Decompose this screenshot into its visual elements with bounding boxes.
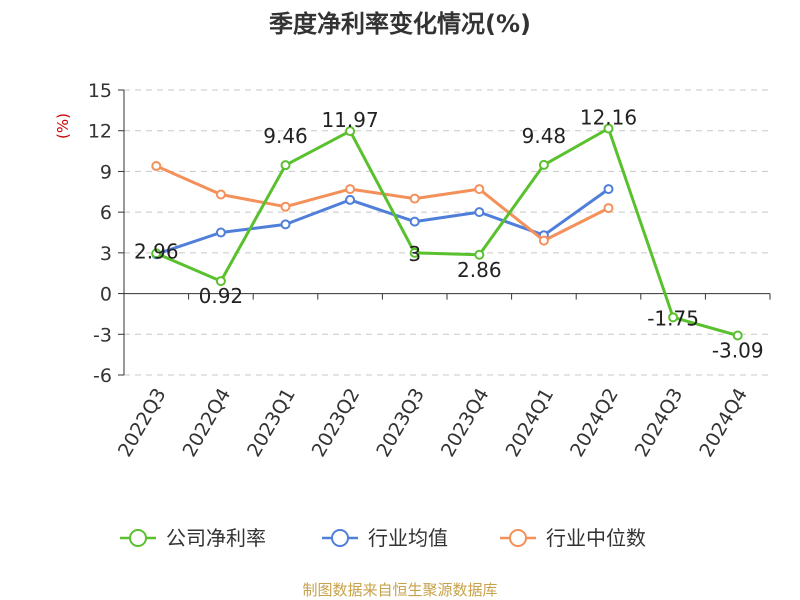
data-point: [345, 184, 356, 195]
data-point: [538, 235, 549, 246]
axes: [118, 89, 771, 376]
data-label: 0.92: [199, 284, 244, 308]
chart-title: 季度净利率变化情况(%): [269, 10, 531, 38]
data-point: [215, 189, 226, 200]
data-point: [603, 203, 614, 214]
y-tick-label: 3: [100, 243, 112, 265]
x-tick-label: 2024Q4: [695, 385, 752, 461]
x-tick-label: 2023Q2: [308, 385, 365, 461]
data-point: [151, 248, 162, 259]
y-tick-label: 12: [88, 121, 112, 143]
x-tick-label: 2023Q4: [437, 385, 494, 461]
legend[interactable]: 公司净利率 行业均值 行业中位数: [120, 526, 646, 550]
data-label: 2.86: [457, 258, 502, 282]
y-axis-label: (%): [54, 113, 72, 139]
series-line: [155, 127, 739, 337]
x-tick-label: 2024Q2: [566, 385, 623, 461]
data-point: [151, 161, 162, 171]
series-lines: [151, 123, 743, 341]
y-tick-label: -6: [93, 365, 112, 387]
data-point: [409, 216, 420, 227]
data-point: [280, 160, 291, 171]
legend-item-2[interactable]: 行业中位数: [500, 526, 646, 550]
x-tick-label: 2024Q3: [631, 385, 688, 461]
y-tick-label: 9: [100, 161, 112, 183]
x-tick-label: 2024Q1: [501, 385, 558, 461]
source-note: 制图数据来自恒生聚源数据库: [302, 581, 497, 599]
data-point: [474, 207, 485, 218]
data-label: 9.48: [522, 124, 567, 148]
x-tick-label: 2023Q3: [372, 385, 429, 461]
legend-label: 行业中位数: [546, 526, 646, 550]
data-point: [474, 184, 485, 195]
legend-item-0[interactable]: 公司净利率: [120, 526, 266, 550]
data-label: 12.16: [580, 106, 637, 130]
y-tick-labels: -6 -3 0 3 6 9 12 15: [88, 80, 112, 387]
data-point: [215, 276, 226, 287]
data-point: [668, 312, 679, 323]
y-tick-label: -3: [93, 324, 112, 346]
data-label: 11.97: [321, 108, 378, 132]
data-point: [732, 330, 743, 341]
data-point: [409, 193, 420, 204]
data-point: [474, 249, 485, 260]
data-point: [603, 184, 614, 195]
y-tick-label: 6: [100, 202, 112, 224]
data-point: [215, 227, 226, 238]
data-label: -3.09: [712, 339, 764, 363]
series-0: [151, 123, 743, 341]
x-tick-label: 2023Q1: [243, 385, 300, 461]
x-tick-label: 2022Q3: [114, 385, 171, 461]
legend-item-1[interactable]: 行业均值: [322, 526, 448, 550]
legend-swatch-marker: [129, 529, 147, 547]
y-tick-label: 15: [88, 80, 112, 102]
data-label: 3: [408, 242, 421, 266]
legend-label: 行业均值: [368, 526, 448, 550]
data-point: [280, 201, 291, 212]
data-point: [603, 123, 614, 134]
y-tick-label: 0: [100, 284, 112, 306]
x-tick-labels: 2022Q3 2022Q4 2023Q1 2023Q2 2023Q3 2023Q4 2024…: [114, 385, 752, 461]
data-point: [409, 247, 420, 258]
data-point: [538, 159, 549, 170]
data-label: -1.75: [647, 306, 699, 330]
data-point: [345, 194, 356, 205]
data-labels: 2.96 0.92 9.46 11.97 3 2.86 9.48 12.16 -1.75 -3.0…: [134, 106, 764, 363]
data-point: [280, 219, 291, 230]
x-tick-label: 2022Q4: [178, 385, 235, 461]
legend-swatch-marker: [331, 529, 349, 547]
data-label: 2.96: [134, 239, 179, 263]
data-label: 9.46: [263, 124, 308, 148]
legend-label: 公司净利率: [166, 526, 266, 550]
data-point: [345, 126, 356, 137]
legend-swatch-marker: [509, 529, 527, 547]
